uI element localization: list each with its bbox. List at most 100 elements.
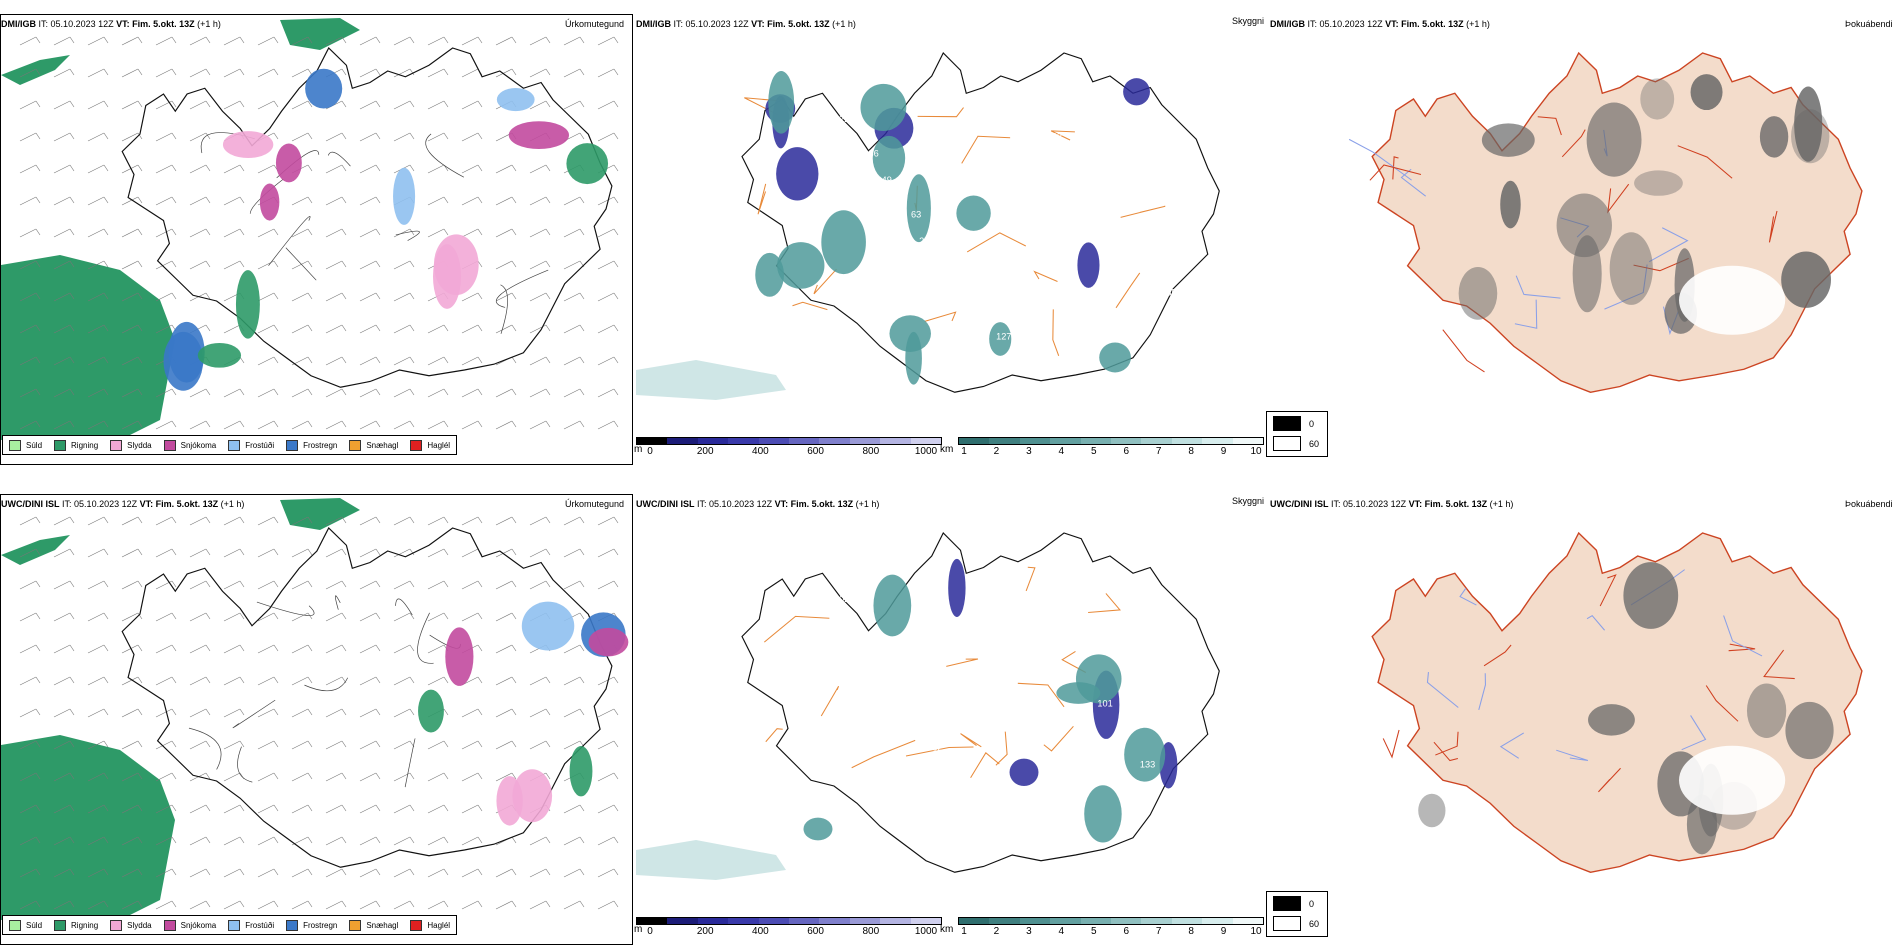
model-name: DMI/IGB <box>1270 19 1305 29</box>
model-name: UWC/DINI ISL <box>1270 499 1329 509</box>
visibility-blob <box>1084 785 1122 843</box>
colorbar-tick: 5 <box>1090 926 1097 937</box>
fog-legend-row: 0 <box>1273 416 1314 431</box>
precip-map <box>0 14 633 465</box>
colorbar-tick: 800 <box>862 446 880 457</box>
colorbar-cell <box>1141 918 1172 924</box>
vt-label: VT: Fim. 5.okt. 13Z <box>774 499 854 509</box>
fog-blob <box>1556 193 1612 258</box>
visibility-value: 320 <box>1097 219 1112 229</box>
precip-blob <box>418 689 444 733</box>
precip-blob <box>259 183 280 221</box>
colorbar-cell <box>1050 438 1081 444</box>
it-value: 05.10.2023 12Z <box>74 499 138 509</box>
legend-swatch <box>163 439 176 451</box>
it-value: 05.10.2023 12Z <box>685 19 749 29</box>
legend-label: Haglél <box>427 920 451 930</box>
visibility-colorbar: 1 2 3 4 5 6 7 8 9 10 km <box>940 917 1264 937</box>
visibility-value: 57 <box>800 560 810 570</box>
height-colorbar-ticks: 0 200 400 600 800 1000 <box>636 445 942 457</box>
colorbar-cell <box>849 918 881 924</box>
visibility-colorbar-ticks: 1 2 3 4 5 6 7 8 9 10 <box>958 445 1264 457</box>
visibility-value: 117 <box>1004 358 1019 368</box>
colorbar-cell <box>849 438 881 444</box>
legend-swatch <box>54 439 67 451</box>
lead-time: (+1 h) <box>1466 19 1490 29</box>
visibility-blob <box>768 71 795 134</box>
panel-title-visibility: Skyggni <box>1232 496 1265 506</box>
visibility-colorbar: 1 2 3 4 5 6 7 8 9 10 km <box>940 437 1264 457</box>
visibility-value: 121 <box>842 140 857 150</box>
precip-blob <box>275 143 302 183</box>
colorbar-cell <box>758 918 790 924</box>
fog-blob <box>1418 793 1446 828</box>
legend-label: Súld <box>26 440 43 450</box>
colorbar-unit: km <box>940 444 954 455</box>
model-name: DMI/IGB <box>1 19 36 29</box>
legend-swatch <box>9 919 21 931</box>
precip-panel: DMI/IGB IT: 05.10.2023 12Z VT: Fim. 5.ok… <box>0 0 635 470</box>
legend-item: Snjókoma <box>163 919 216 931</box>
rain-area <box>280 18 360 50</box>
visibility-blob <box>777 242 825 289</box>
legend-label: Frostúði <box>245 440 275 450</box>
colorbar-tick: 7 <box>1155 446 1162 457</box>
lead-time: (+1 h) <box>855 499 880 509</box>
legend-swatch <box>286 439 299 451</box>
colorbar-tick: 1 <box>961 446 967 457</box>
vt-label: VT: Fim. 5.okt. 13Z <box>751 19 830 29</box>
precip-blob <box>521 601 575 651</box>
panel-header: UWC/DINI ISL IT: 05.10.2023 12Z VT: Fim.… <box>1270 499 1513 510</box>
iceland-outline: 57 47 129 552 169 109 184 101 133 59 202 71 <box>741 532 1220 873</box>
legend-item: Snæhagl <box>349 439 398 451</box>
visibility-colorbar-ticks: 1 2 3 4 5 6 7 8 9 10 <box>958 925 1264 937</box>
colorbar-tick: 9 <box>1220 446 1227 457</box>
colorbar-tick: 8 <box>1188 926 1194 937</box>
fog-legend: 0 60 <box>1266 411 1328 457</box>
colorbar-tick: 4 <box>1058 926 1065 937</box>
height-colorbar-cells <box>636 917 942 925</box>
legend-label: Snæhagl <box>366 920 399 930</box>
fog-blob <box>1458 266 1498 320</box>
colorbar-cell <box>728 918 759 924</box>
legend-swatch <box>349 919 362 931</box>
glacier-area <box>1679 745 1786 815</box>
lead-time: (+1 h) <box>1489 499 1514 509</box>
model-name: UWC/DINI ISL <box>1 499 60 509</box>
legend-item: Haglél <box>410 439 450 451</box>
fog-blob <box>1746 683 1787 738</box>
legend-swatch <box>110 919 123 931</box>
colorbar-tick: 200 <box>696 446 714 457</box>
rain-area <box>1 55 70 85</box>
precip-blob <box>508 121 570 150</box>
colorbar-cell <box>959 918 990 924</box>
iceland-outline <box>1371 531 1863 873</box>
it-value: 05.10.2023 12Z <box>50 19 114 29</box>
fog-blob <box>1791 109 1830 164</box>
colorbar-cell <box>959 438 990 444</box>
fog-blob <box>1794 86 1823 162</box>
legend-swatch <box>163 919 176 931</box>
it-label: IT: <box>62 499 72 509</box>
visibility-value: 129 <box>885 681 900 691</box>
visibility-value: 86 <box>869 149 879 159</box>
legend-label: Frostúði <box>245 920 275 930</box>
rain-area <box>1 535 70 565</box>
visibility-blob <box>860 83 907 132</box>
legend-label: Súld <box>26 920 43 930</box>
fog-blob <box>1785 701 1834 760</box>
legend-swatch <box>110 439 123 451</box>
height-colorbar: 0 200 400 600 800 1000 m <box>634 437 942 457</box>
colorbar-cell <box>1171 918 1203 924</box>
legend-item: Frostregn <box>286 919 337 931</box>
fog-legend-swatch <box>1273 896 1301 911</box>
fog-blob <box>1640 78 1675 120</box>
lead-time: (+1 h) <box>832 19 856 29</box>
precip-blob <box>393 167 416 225</box>
legend-label: Snjókoma <box>180 440 217 450</box>
fog-legend-swatch <box>1273 916 1301 931</box>
colorbar-cell <box>697 918 729 924</box>
visibility-value: 328 <box>1055 158 1070 168</box>
panel-title-fog: Þokuábendi <box>1845 499 1893 509</box>
visibility-value: 322 <box>834 114 849 124</box>
